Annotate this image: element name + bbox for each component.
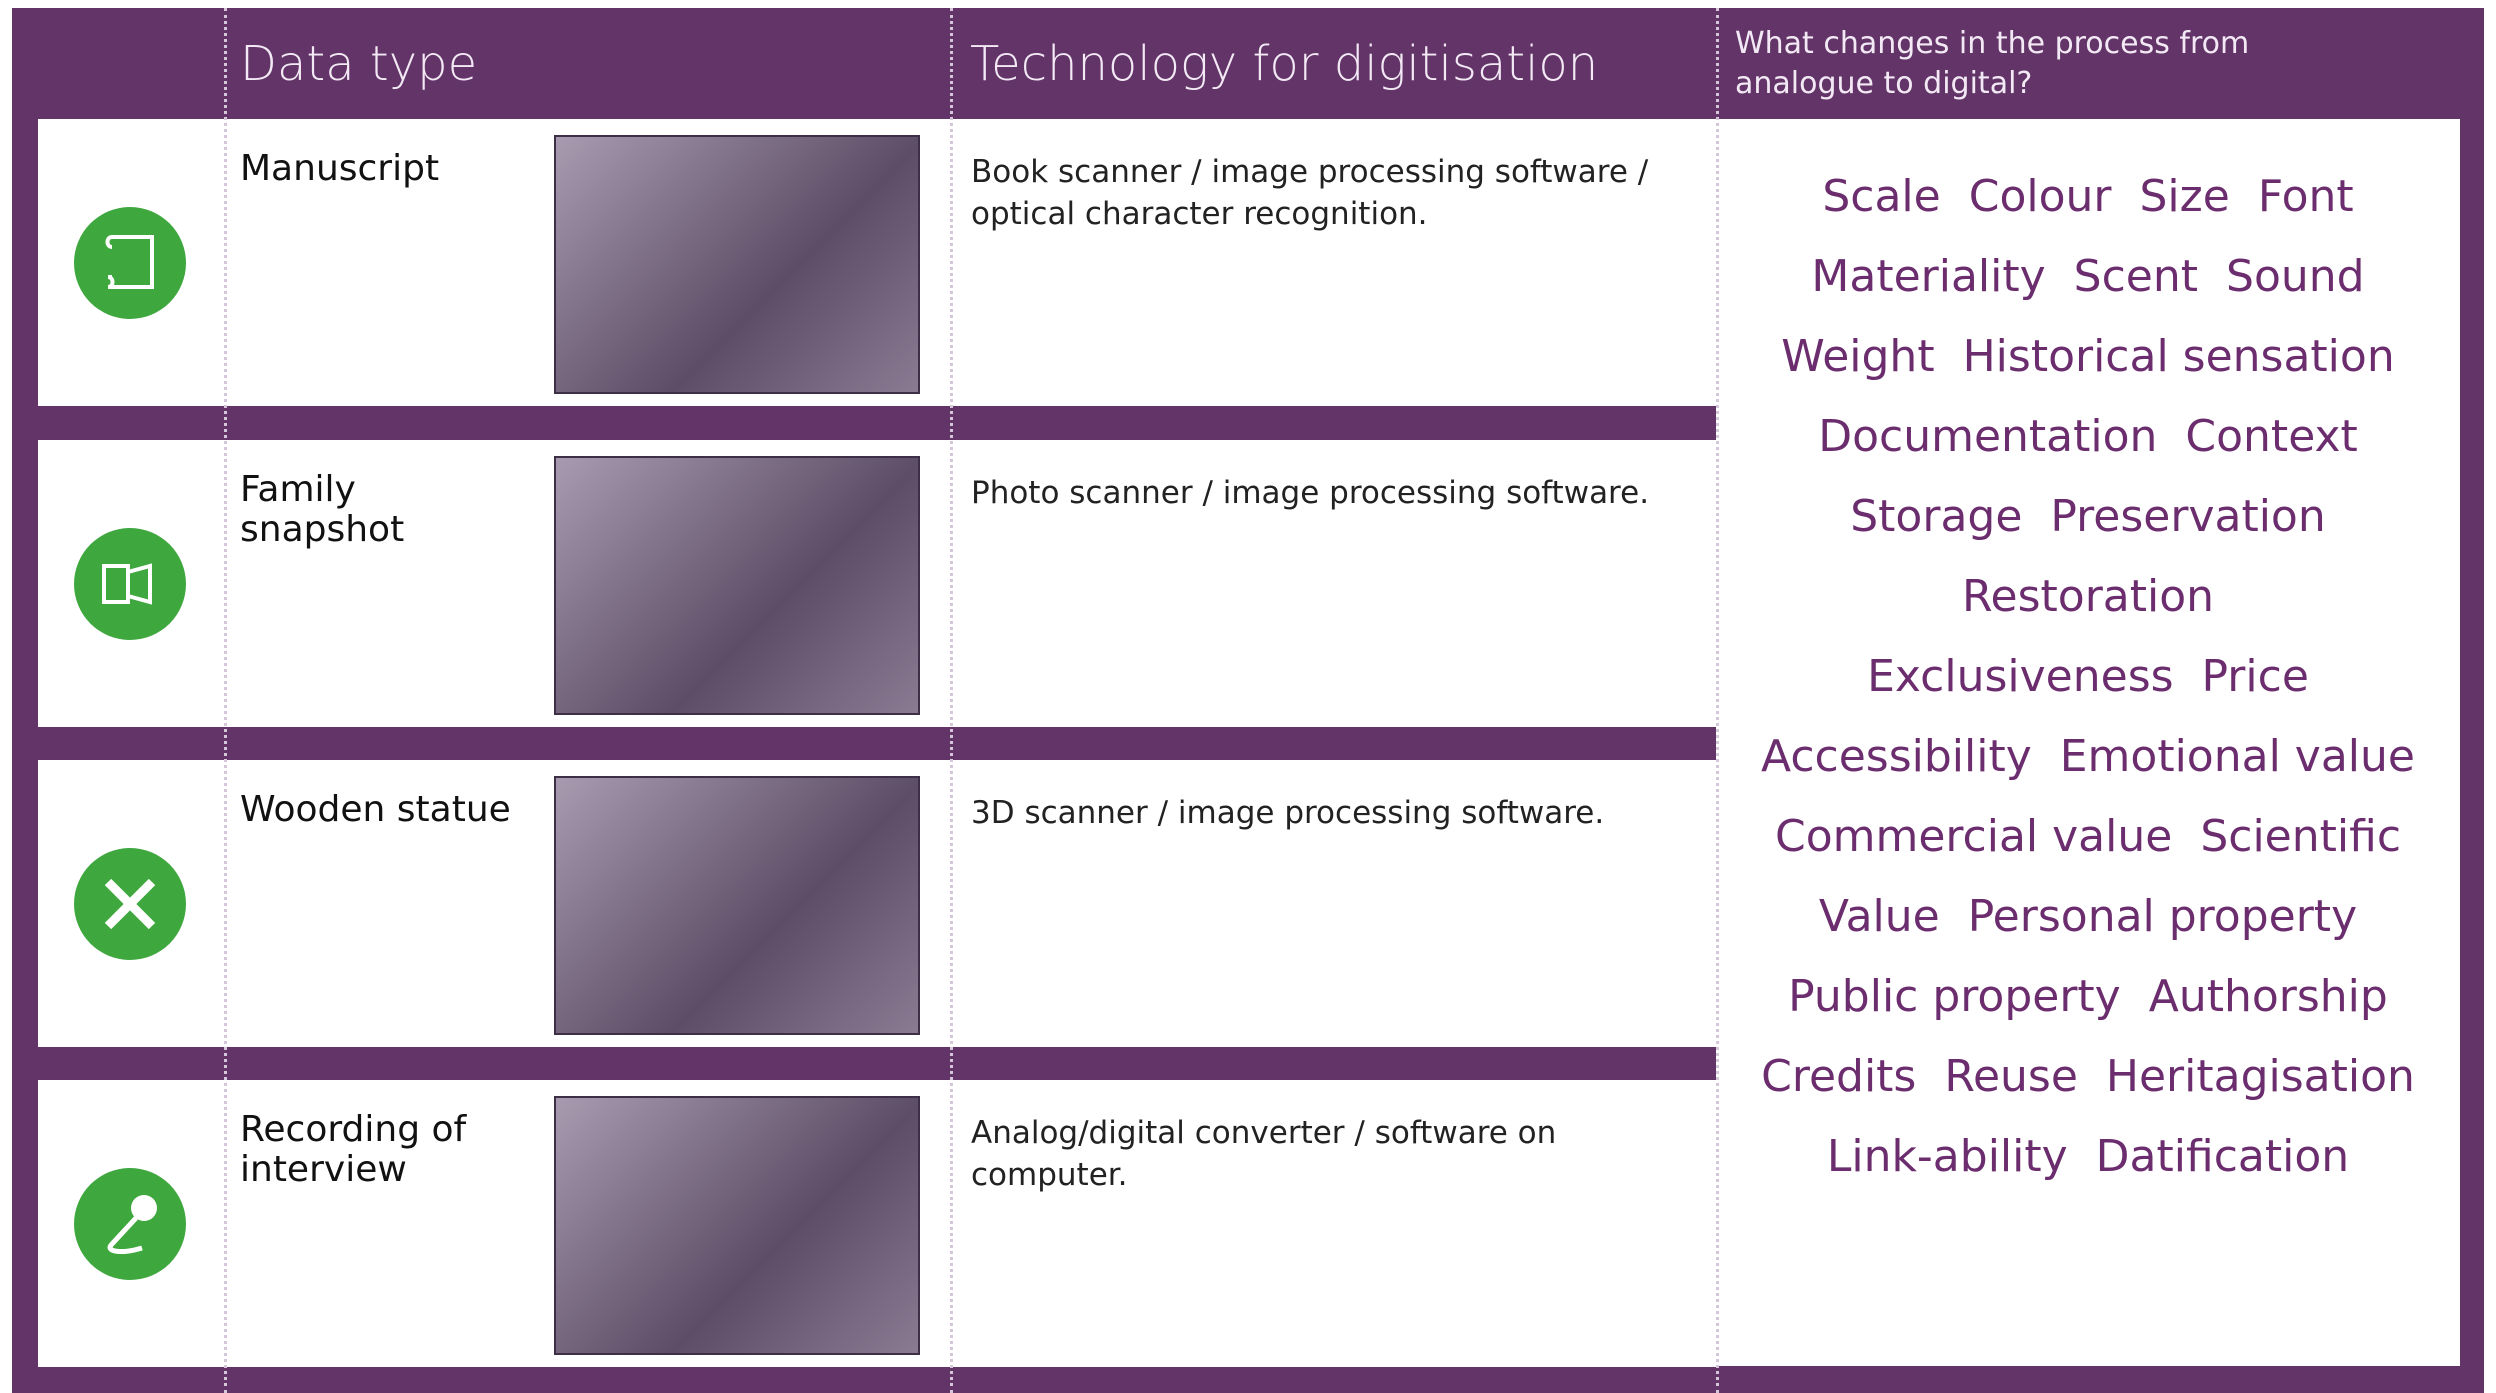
change-word: Context xyxy=(2185,411,2358,462)
change-line: Value Personal property xyxy=(1716,891,2460,942)
divider xyxy=(1716,8,1719,1393)
change-line: Scale Colour Size Font xyxy=(1716,171,2460,222)
change-word: Personal property xyxy=(1967,891,2358,942)
technology: Book scanner / image processing software… xyxy=(971,154,1649,232)
change-line: Weight Historical sensation xyxy=(1716,331,2460,382)
change-word: Historical sensation xyxy=(1962,331,2395,382)
change-word: Price xyxy=(2201,651,2309,702)
change-word: Sound xyxy=(2226,251,2365,302)
change-word: Value xyxy=(1818,891,1940,942)
change-word: Weight xyxy=(1781,331,1935,382)
change-word: Documentation xyxy=(1818,411,2158,462)
change-word: Colour xyxy=(1968,171,2112,222)
change-line: Public property Authorship xyxy=(1716,971,2460,1022)
header-changes: What changes in the process from analogu… xyxy=(1735,26,2250,101)
change-word: Accessibility xyxy=(1761,731,2032,782)
change-line: Documentation Context xyxy=(1716,411,2460,462)
change-word: Heritagisation xyxy=(2105,1051,2415,1102)
icon xyxy=(74,206,186,319)
icon xyxy=(74,847,186,960)
divider xyxy=(224,8,227,1393)
change-word: Materiality xyxy=(1811,251,2046,302)
technology: Photo scanner / image processing softwar… xyxy=(971,475,1650,511)
change-word: Scale xyxy=(1822,171,1941,222)
icon xyxy=(74,1167,186,1280)
change-word: Scent xyxy=(2073,251,2199,302)
change-word: Public property xyxy=(1788,971,2121,1022)
change-word: Reuse xyxy=(1944,1051,2078,1102)
changes-panel: Scale Colour Size Font Materiality Scent Sound… xyxy=(1716,119,2460,1366)
change-word: Datification xyxy=(2095,1131,2350,1182)
photo xyxy=(554,456,920,715)
change-word: Authorship xyxy=(2148,971,2388,1022)
icon xyxy=(74,527,186,640)
change-word: Size xyxy=(2139,171,2230,222)
change-word: Credits xyxy=(1761,1051,1917,1102)
header-data-type: Data type xyxy=(240,36,478,92)
change-line: Accessibility Emotional value xyxy=(1716,731,2460,782)
change-line: Storage Preservation xyxy=(1716,491,2460,542)
change-line: Restoration xyxy=(1716,571,2460,622)
change-word: Link-ability xyxy=(1826,1131,2068,1182)
header-technology: Technology for digitisation xyxy=(970,36,1599,92)
change-word: Scientific xyxy=(2200,811,2402,862)
technology: 3D scanner / image processing software. xyxy=(971,795,1605,831)
photo xyxy=(554,1096,920,1355)
change-line: Commercial value Scientific xyxy=(1716,811,2460,862)
change-line: Credits Reuse Heritagisation xyxy=(1716,1051,2460,1102)
change-word: Emotional value xyxy=(2059,731,2415,782)
change-word: Preservation xyxy=(2050,491,2326,542)
photo xyxy=(554,135,920,394)
change-word: Restoration xyxy=(1961,571,2215,622)
change-word: Storage xyxy=(1850,491,2023,542)
change-line: Link-ability Datification xyxy=(1716,1131,2460,1182)
data-type: Family snapshot xyxy=(240,469,405,550)
change-word: Commercial value xyxy=(1774,811,2173,862)
change-line: Materiality Scent Sound xyxy=(1716,251,2460,302)
data-type: Wooden statue xyxy=(240,789,511,830)
change-word: Exclusiveness xyxy=(1867,651,2174,702)
divider xyxy=(950,8,953,1393)
change-word: Font xyxy=(2257,171,2354,222)
technology: Analog/digital converter / software on c… xyxy=(971,1115,1557,1193)
data-type: Manuscript xyxy=(240,148,440,189)
data-type: Recording of interview xyxy=(240,1109,467,1190)
photo xyxy=(554,776,920,1035)
change-line: Exclusiveness Price xyxy=(1716,651,2460,702)
